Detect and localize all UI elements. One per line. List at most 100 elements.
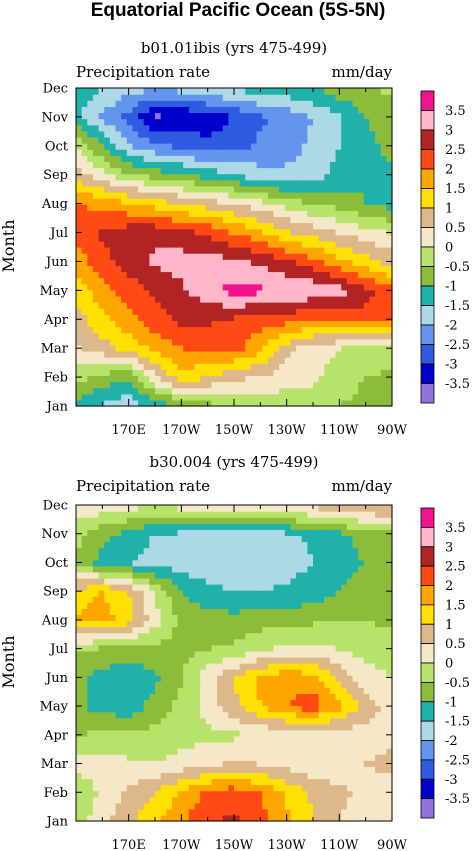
contour-cell	[375, 124, 382, 132]
contour-cell	[138, 155, 145, 162]
contour-cell	[166, 626, 173, 634]
contour-cell	[194, 663, 201, 670]
contour-cell	[262, 247, 269, 254]
contour-cell	[380, 271, 387, 279]
contour-cell	[307, 94, 314, 101]
contour-cell	[205, 663, 213, 670]
contour-cell	[177, 742, 184, 749]
contour-cell	[217, 222, 224, 230]
contour-cell	[284, 687, 292, 694]
contour-cell	[256, 173, 263, 181]
contour-cell	[234, 155, 241, 162]
contour-cell	[211, 650, 218, 658]
contour-cell	[335, 663, 342, 670]
contour-cell	[228, 669, 235, 676]
contour-cell	[205, 136, 213, 144]
y-tick-label: May	[40, 284, 69, 299]
contour-cell	[273, 124, 280, 132]
contour-cell	[290, 100, 297, 107]
contour-cell	[318, 216, 325, 224]
contour-cell	[143, 644, 150, 652]
contour-cell	[222, 796, 229, 804]
contour-cell	[121, 149, 128, 156]
contour-cell	[239, 88, 246, 95]
contour-cell	[352, 723, 359, 731]
contour-cell	[183, 766, 190, 773]
contour-cell	[341, 161, 348, 169]
contour-cell	[121, 717, 128, 725]
contour-cell	[341, 638, 348, 646]
contour-cell	[262, 308, 269, 315]
contour-cell	[160, 650, 167, 658]
contour-cell	[329, 393, 337, 401]
contour-cell	[262, 814, 269, 822]
contour-cell	[335, 155, 342, 162]
contour-cell	[301, 173, 308, 181]
contour-cell	[155, 302, 162, 309]
contour-cell	[183, 796, 190, 804]
contour-cell	[205, 754, 213, 761]
contour-cell	[352, 295, 359, 303]
contour-cell	[205, 253, 213, 260]
contour-cell	[87, 693, 94, 701]
contour-cell	[149, 124, 156, 132]
contour-cell	[346, 687, 354, 694]
contour-cell	[284, 124, 292, 132]
contour-cell	[363, 88, 371, 95]
contour-cell	[160, 344, 167, 352]
contour-cell	[143, 748, 150, 755]
contour-cell	[318, 393, 325, 401]
contour-cell	[211, 363, 218, 370]
contour-cell	[386, 173, 393, 181]
contour-cell	[307, 149, 314, 156]
contour-cell	[352, 705, 359, 713]
contour-cell	[222, 802, 229, 810]
contour-cell	[386, 663, 393, 670]
contour-cell	[205, 204, 213, 211]
contour-cell	[307, 754, 314, 761]
contour-cell	[222, 155, 229, 162]
contour-cell	[307, 375, 314, 383]
contour-cell	[273, 375, 280, 383]
contour-cell	[262, 130, 269, 138]
contour-cell	[138, 320, 145, 328]
contour-cell	[166, 271, 173, 279]
contour-cell	[92, 179, 100, 187]
contour-cell	[104, 265, 111, 273]
contour-cell	[87, 289, 94, 297]
contour-cell	[273, 614, 280, 622]
contour-cell	[318, 705, 325, 713]
contour-cell	[126, 784, 134, 792]
contour-cell	[188, 681, 196, 688]
contour-cell	[98, 191, 105, 199]
contour-cell	[358, 393, 365, 401]
contour-cell	[329, 650, 337, 658]
contour-cell	[155, 802, 162, 810]
contour-cell	[256, 100, 263, 107]
contour-cell	[273, 161, 280, 169]
contour-cell	[228, 216, 235, 224]
contour-cell	[217, 693, 224, 701]
contour-cell	[375, 638, 382, 646]
contour-cell	[380, 381, 387, 389]
contour-cell	[81, 259, 88, 266]
contour-cell	[143, 796, 150, 804]
contour-cell	[346, 796, 354, 804]
contour-cell	[296, 326, 303, 334]
contour-cell	[126, 100, 134, 107]
contour-cell	[155, 814, 162, 822]
contour-cell	[375, 283, 382, 291]
contour-cell	[279, 149, 286, 156]
contour-cell	[222, 314, 229, 321]
contour-cell	[250, 118, 258, 126]
contour-cell	[177, 754, 184, 761]
contour-cell	[81, 149, 88, 156]
contour-cell	[234, 247, 241, 254]
contour-cell	[143, 228, 150, 236]
contour-cell	[121, 88, 128, 95]
contour-cell	[155, 240, 162, 248]
contour-cell	[245, 94, 252, 101]
contour-cell	[81, 247, 88, 254]
contour-cell	[234, 143, 241, 150]
contour-cell	[307, 644, 314, 652]
